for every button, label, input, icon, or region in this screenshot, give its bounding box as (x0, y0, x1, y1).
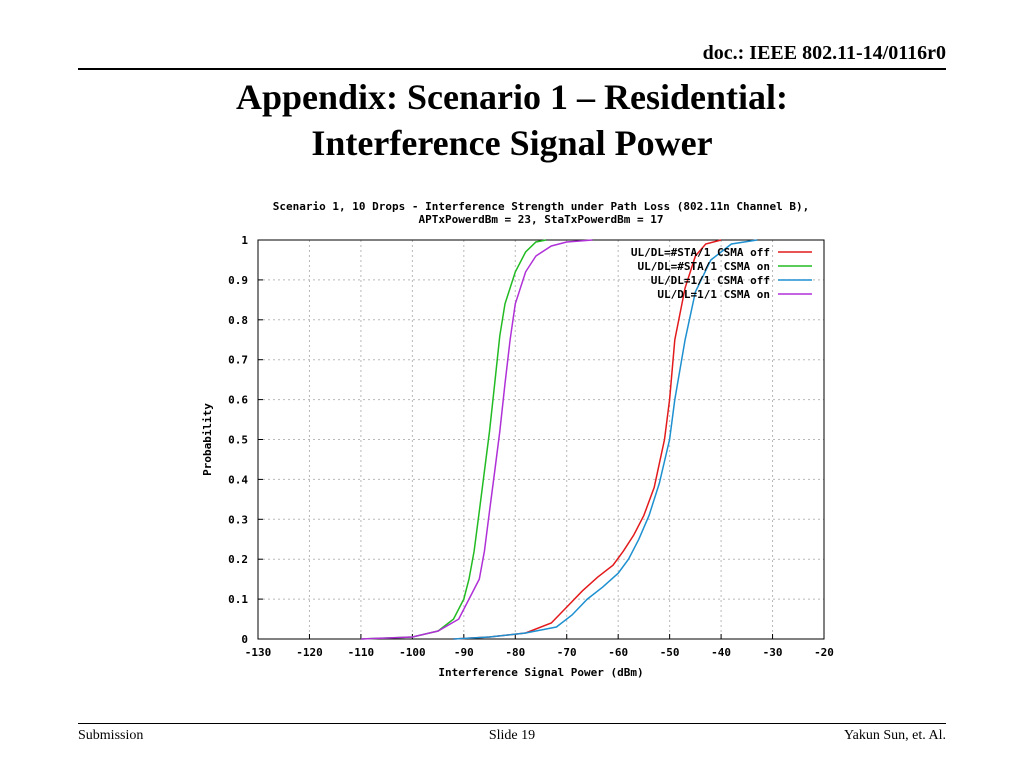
series-line-1 (453, 239, 722, 640)
y-tick-label: 0.8 (228, 314, 248, 327)
x-tick-label: -40 (711, 646, 731, 659)
chart-title: Scenario 1, 10 Drops - Interference Stre… (273, 200, 809, 213)
slide-title-line-2: Interference Signal Power (311, 123, 713, 163)
legend-label-2: UL/DL=#STA/1 CSMA on (638, 260, 770, 273)
legend-label-1: UL/DL=#STA/1 CSMA off (631, 246, 770, 259)
y-tick-label: 0.9 (228, 274, 248, 287)
series-line-2 (360, 239, 547, 640)
x-tick-label: -110 (348, 646, 375, 659)
y-tick-label: 0.7 (228, 354, 248, 367)
legend-label-4: UL/DL=1/1 CSMA on (657, 288, 770, 301)
x-tick-label: -60 (608, 646, 628, 659)
header-divider (78, 68, 946, 70)
slide-title-line-1: Appendix: Scenario 1 – Residential: (235, 77, 789, 117)
x-tick-label: -70 (557, 646, 577, 659)
x-tick-label: -130 (245, 646, 272, 659)
x-tick-label: -90 (454, 646, 474, 659)
y-tick-label: 0 (241, 633, 248, 646)
x-tick-label: -80 (505, 646, 525, 659)
x-tick-label: -50 (660, 646, 680, 659)
y-tick-label: 1 (241, 234, 248, 247)
y-axis-label: Probability (201, 403, 214, 476)
y-tick-label: 0.3 (228, 513, 248, 526)
x-axis-label: Interference Signal Power (dBm) (438, 666, 643, 679)
x-tick-label: -120 (296, 646, 323, 659)
y-tick-label: 0.6 (228, 394, 248, 407)
cdf-chart: Scenario 1, 10 Drops - Interference Stre… (201, 200, 834, 679)
series-line-4 (360, 239, 593, 640)
x-tick-label: -20 (814, 646, 834, 659)
legend-label-3: UL/DL=1/1 CSMA off (651, 274, 770, 287)
x-tick-label: -100 (399, 646, 426, 659)
y-tick-label: 0.4 (228, 473, 248, 486)
y-tick-label: 0.5 (228, 434, 248, 447)
footer-author: Yakun Sun, et. Al. (843, 728, 946, 743)
x-tick-label: -30 (763, 646, 783, 659)
document-id: doc.: IEEE 802.11-14/0116r0 (702, 42, 946, 64)
slide-title: Appendix: Scenario 1 – Residential: Inte… (78, 74, 946, 166)
footer-slide-number: Slide 19 (488, 728, 536, 743)
series-line-3 (453, 239, 758, 640)
footer-submission: Submission (78, 728, 144, 743)
y-tick-label: 0.2 (228, 553, 248, 566)
footer-divider (78, 723, 946, 724)
y-tick-label: 0.1 (228, 593, 248, 606)
chart-subtitle: APTxPowerdBm = 23, StaTxPowerdBm = 17 (418, 213, 663, 226)
